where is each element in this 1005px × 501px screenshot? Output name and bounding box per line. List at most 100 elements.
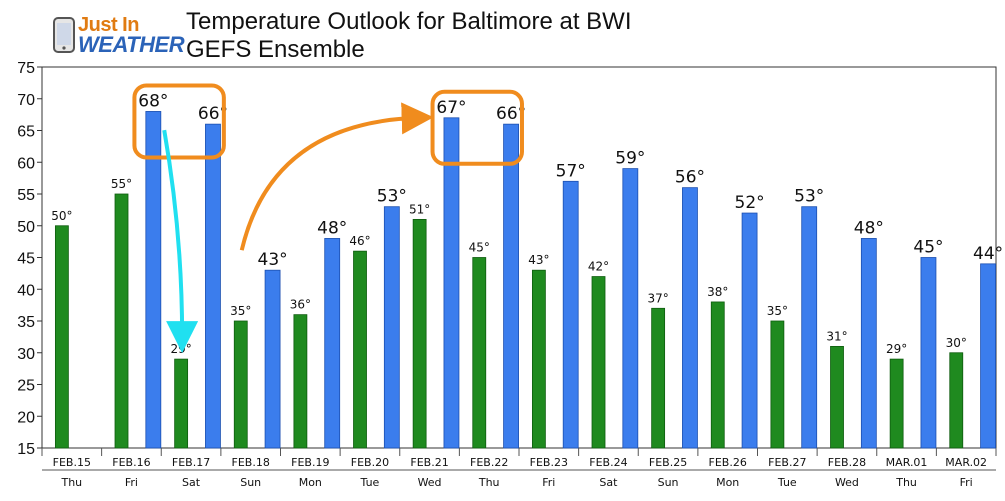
- y-tick-label: 15: [17, 441, 35, 458]
- high-temp-bar: [682, 187, 698, 449]
- y-tick-label: 30: [17, 346, 35, 363]
- phone-icon: [53, 17, 75, 53]
- low-temp-label: 42°: [588, 260, 609, 274]
- x-day-label: Tue: [360, 476, 380, 489]
- chart-title-block: Temperature Outlook for Baltimore at BWI…: [186, 8, 632, 64]
- low-temp-bar: [174, 358, 189, 449]
- x-day-label: Mon: [716, 476, 739, 489]
- cool-down-arrow: [162, 129, 199, 354]
- x-date-label: FEB.25: [649, 456, 687, 469]
- x-date-label: FEB.27: [768, 456, 806, 469]
- x-date-label: FEB.21: [410, 456, 448, 469]
- y-tick-label: 45: [17, 251, 35, 268]
- x-date-label: MAR.01: [886, 456, 928, 469]
- y-tick-label: 35: [17, 314, 35, 331]
- y-tick-label: 25: [17, 378, 35, 395]
- high-temp-label: 66°: [198, 104, 228, 124]
- y-tick-label: 20: [17, 409, 35, 426]
- x-day-label: Wed: [835, 476, 859, 489]
- high-temp-label: 57°: [556, 161, 586, 181]
- chart-subtitle: GEFS Ensemble: [186, 36, 365, 63]
- x-date-label: FEB.26: [709, 456, 747, 469]
- x-date-label: FEB.18: [232, 456, 270, 469]
- y-tick-label: 55: [17, 187, 35, 204]
- x-day-label: Mon: [299, 476, 322, 489]
- x-day-label: Sun: [658, 476, 679, 489]
- low-temp-label: 43°: [528, 253, 549, 267]
- low-temp-bar: [531, 269, 546, 449]
- low-temp-bar: [293, 314, 308, 449]
- high-temp-label: 66°: [496, 104, 526, 124]
- low-temp-bar: [770, 320, 785, 449]
- high-temp-label: 45°: [913, 238, 943, 258]
- high-temp-bar: [741, 212, 758, 449]
- low-temp-bar: [353, 250, 367, 449]
- low-temp-bar: [949, 352, 964, 449]
- x-day-label: Sat: [182, 476, 201, 489]
- high-temp-bar: [324, 238, 341, 449]
- x-day-label: Fri: [542, 476, 555, 489]
- low-temp-bar: [412, 218, 427, 449]
- y-tick-label: 70: [17, 92, 35, 109]
- x-date-label: FEB.28: [828, 456, 866, 469]
- low-temp-label: 37°: [647, 291, 668, 305]
- logo-text-top: Just In: [78, 14, 139, 36]
- high-temp-bar: [622, 168, 639, 449]
- y-tick-label: 50: [17, 219, 35, 236]
- y-tick-label: 75: [17, 60, 35, 77]
- low-temp-label: 29°: [170, 342, 191, 356]
- x-date-label: FEB.20: [351, 456, 389, 469]
- low-temp-label: 30°: [946, 336, 967, 350]
- just-in-weather-logo: Just In WEATHER: [52, 14, 185, 58]
- high-temp-label: 53°: [794, 187, 824, 207]
- x-day-label: Thu: [478, 476, 500, 489]
- x-date-label: FEB.16: [112, 456, 150, 469]
- high-temp-label: 68°: [138, 91, 168, 111]
- high-temp-bar: [801, 206, 818, 449]
- chart-title: Temperature Outlook for Baltimore at BWI: [186, 8, 632, 35]
- high-temp-bar: [920, 257, 937, 449]
- x-day-label: Fri: [960, 476, 973, 489]
- low-temp-label: 35°: [230, 304, 251, 318]
- x-day-label: Fri: [125, 476, 138, 489]
- low-temp-bar: [114, 193, 129, 449]
- y-tick-label: 40: [17, 282, 35, 299]
- low-temp-label: 38°: [707, 285, 728, 299]
- high-temp-label: 48°: [854, 218, 884, 238]
- low-temp-label: 55°: [111, 177, 132, 191]
- x-date-label: FEB.22: [470, 456, 508, 469]
- high-temp-bar: [205, 123, 221, 449]
- low-temp-label: 31°: [826, 329, 847, 343]
- x-day-label: Wed: [418, 476, 442, 489]
- low-temp-label: 35°: [767, 304, 788, 318]
- high-temp-bar: [383, 206, 400, 449]
- x-date-label: MAR.02: [945, 456, 987, 469]
- low-temp-label: 50°: [51, 209, 72, 223]
- x-date-label: FEB.15: [53, 456, 91, 469]
- x-date-label: FEB.19: [291, 456, 329, 469]
- low-temp-label: 29°: [886, 342, 907, 356]
- x-day-label: Sat: [599, 476, 618, 489]
- high-temp-label: 53°: [377, 187, 407, 207]
- y-tick-label: 60: [17, 155, 35, 172]
- high-temp-label: 59°: [615, 149, 645, 169]
- high-temp-label: 44°: [973, 244, 1003, 264]
- high-temp-bar: [860, 238, 877, 449]
- x-date-label: FEB.17: [172, 456, 210, 469]
- high-temp-label: 56°: [675, 168, 705, 188]
- warm-days-highlight-box: [132, 83, 226, 160]
- high-temp-label: 52°: [735, 193, 765, 213]
- high-temp-bar: [980, 263, 996, 449]
- x-date-label: FEB.24: [589, 456, 627, 469]
- high-temp-bar: [264, 269, 281, 449]
- high-temp-bar: [443, 117, 460, 449]
- x-date-label: FEB.23: [530, 456, 568, 469]
- low-temp-bar: [830, 345, 844, 449]
- low-temp-bar: [233, 320, 248, 449]
- low-temp-bar: [710, 301, 725, 449]
- high-temp-label: 48°: [317, 218, 347, 238]
- high-temp-bar: [145, 111, 162, 449]
- logo-text-bottom: WEATHER: [78, 32, 185, 57]
- warm-up-arrow: [239, 102, 434, 251]
